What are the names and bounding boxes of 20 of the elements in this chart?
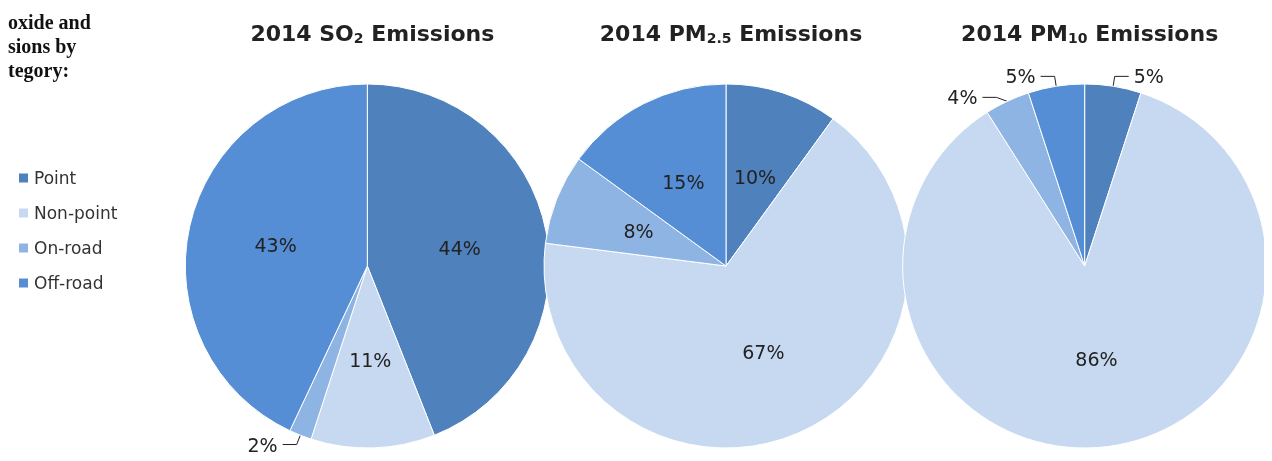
legend-label: On-road (34, 238, 103, 258)
slice-label: 2014 PM2.5 Emissions (599, 20, 863, 46)
data-label: 44% (438, 237, 481, 260)
data-label: 86% (1075, 348, 1118, 371)
legend-label: Point (34, 168, 77, 188)
data-label: 4% (947, 86, 978, 109)
legend-label: Non-point (34, 203, 118, 223)
text: oxide and sions by tegory: (8, 11, 91, 82)
slice-label: 2014 SO2 Emissions (250, 20, 495, 46)
data-label: 2% (247, 433, 278, 456)
slice-label: 2014 PM10 Emissions (961, 20, 1219, 46)
data-label: 67% (742, 341, 785, 364)
data-label: 43% (254, 234, 297, 257)
data-label: 10% (733, 165, 777, 188)
data-label: 5% (1133, 65, 1164, 88)
legend-label: Off-road (34, 273, 104, 293)
data-label: 5% (1005, 65, 1036, 88)
data-label: 15% (662, 171, 705, 194)
data-label: 8% (623, 220, 654, 243)
data-label: 11% (349, 348, 392, 371)
